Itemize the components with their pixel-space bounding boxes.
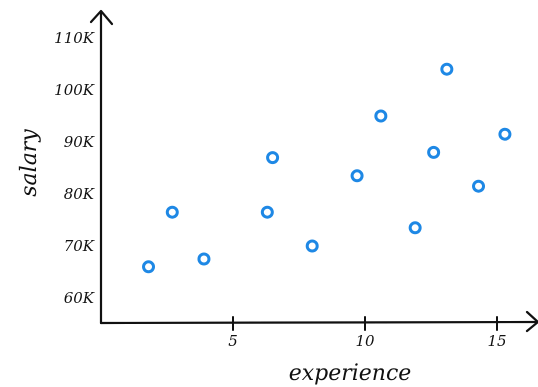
data-point	[374, 109, 388, 123]
data-point	[305, 239, 319, 253]
x-axis-line	[99, 320, 538, 325]
data-points	[142, 62, 512, 274]
data-point	[498, 127, 512, 141]
x-tick-label: 15	[487, 332, 506, 350]
x-axis-arrowhead	[525, 310, 538, 333]
data-point	[197, 252, 211, 266]
y-axis-title: salary	[17, 129, 42, 197]
x-tick-label: 5	[228, 332, 238, 350]
y-tick-label: 110K	[54, 29, 95, 47]
tick-group: 5 10 15 60K 70K 80K 90K 100K 110K	[54, 29, 506, 350]
data-point	[350, 169, 364, 183]
data-point	[165, 205, 179, 219]
data-point	[472, 179, 486, 193]
y-tick-label: 70K	[64, 237, 95, 255]
y-tick-label: 100K	[54, 81, 95, 99]
y-axis-arrowhead	[89, 9, 114, 26]
y-tick-label: 80K	[64, 185, 95, 203]
data-point	[260, 205, 274, 219]
y-tick-label: 60K	[64, 289, 95, 307]
x-axis-title: experience	[289, 361, 412, 386]
data-point	[427, 145, 441, 159]
data-point	[142, 260, 156, 274]
x-tick-label: 10	[355, 332, 375, 350]
y-tick-label: 90K	[64, 133, 95, 151]
data-point	[440, 62, 454, 76]
data-point	[408, 221, 422, 235]
data-point	[266, 151, 280, 165]
